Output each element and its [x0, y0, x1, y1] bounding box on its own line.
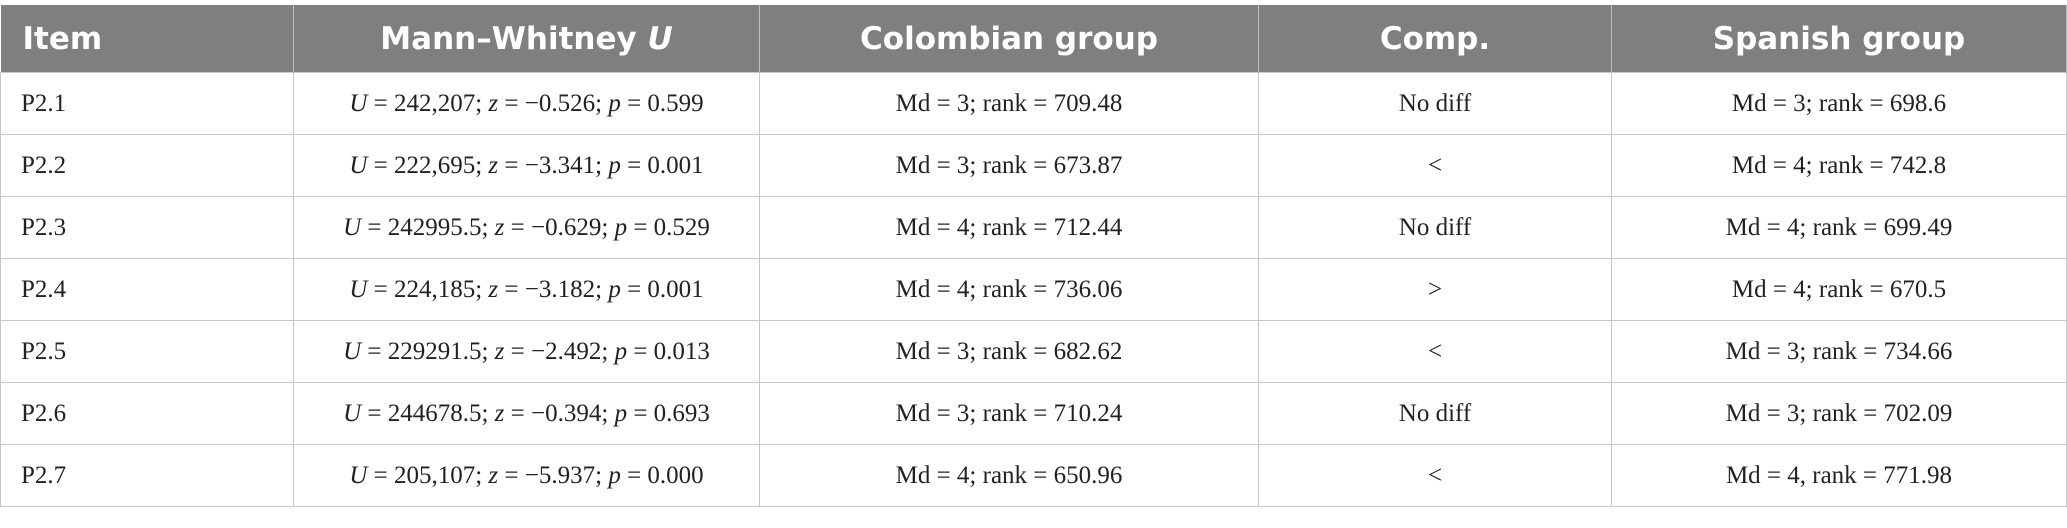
italic-symbol: z [488, 461, 499, 489]
column-header: Colombian group [759, 5, 1259, 73]
table-cell: < [1258, 444, 1612, 507]
table-cell: U = 244678.5; z = −0.394; p = 0.693 [293, 382, 760, 445]
table-cell: Md = 3; rank = 734.66 [1611, 320, 2067, 383]
table-cell: Md = 4; rank = 699.49 [1611, 196, 2067, 259]
table-cell: No diff [1258, 382, 1612, 445]
text-run: = 0.693 [627, 399, 710, 427]
table-cell: U = 205,107; z = −5.937; p = 0.000 [293, 444, 760, 507]
table-row: P2.5 U = 229291.5; z = −2.492; p = 0.013 M… [0, 320, 2067, 383]
text-run: = −0.629; [504, 213, 615, 241]
table-cell: P2.3 [0, 196, 294, 259]
table-row: P2.4 U = 224,185; z = −3.182; p = 0.001 Md… [0, 258, 2067, 321]
italic-symbol: p [608, 461, 621, 489]
table-cell: Md = 4, rank = 771.98 [1611, 444, 2067, 507]
italic-symbol: p [608, 89, 621, 117]
table-cell: P2.4 [0, 258, 294, 321]
table-cell: U = 242,207; z = −0.526; p = 0.599 [293, 72, 760, 135]
text-run: = 222,695; [367, 151, 489, 179]
text-run: = 242,207; [367, 89, 489, 117]
text-run: = 0.599 [620, 89, 704, 117]
table-cell: P2.7 [0, 444, 294, 507]
table-cell: P2.2 [0, 134, 294, 197]
text-run: = 0.001 [620, 151, 704, 179]
italic-symbol: U [343, 337, 362, 365]
italic-symbol: U [343, 213, 362, 241]
text-run: = −3.341; [498, 151, 609, 179]
italic-symbol: p [614, 213, 628, 241]
page: Item Mann–Whitney U Colombian group Comp. Sp… [0, 5, 2067, 528]
table-cell: Md = 3; rank = 682.62 [759, 320, 1259, 383]
text-run: = −0.526; [498, 89, 609, 117]
table-cell: P2.6 [0, 382, 294, 445]
table-cell: P2.5 [0, 320, 294, 383]
table-row: P2.6 U = 244678.5; z = −0.394; p = 0.693 M… [0, 382, 2067, 445]
italic-symbol: U [349, 461, 368, 489]
italic-symbol: z [494, 213, 505, 241]
table-cell: Md = 4; rank = 736.06 [759, 258, 1259, 321]
table-cell: U = 224,185; z = −3.182; p = 0.001 [293, 258, 760, 321]
table-cell: < [1258, 134, 1612, 197]
column-header: Spanish group [1611, 5, 2067, 73]
italic-symbol: p [608, 275, 621, 303]
table-cell: Md = 3; rank = 698.6 [1611, 72, 2067, 135]
header-row: Item Mann–Whitney U Colombian group Comp. Sp… [0, 5, 2067, 73]
table-cell: U = 229291.5; z = −2.492; p = 0.013 [293, 320, 760, 383]
table-cell: U = 222,695; z = −3.341; p = 0.001 [293, 134, 760, 197]
column-header: Item [0, 5, 294, 73]
italic-symbol: z [488, 89, 499, 117]
table-cell: Md = 4; rank = 670.5 [1611, 258, 2067, 321]
text-run: = −2.492; [504, 337, 615, 365]
italic-symbol: z [488, 275, 499, 303]
italic-symbol: z [488, 151, 499, 179]
text-run: = 229291.5; [361, 337, 495, 365]
text-run: Mann–Whitney [380, 20, 648, 57]
table-cell: U = 242995.5; z = −0.629; p = 0.529 [293, 196, 760, 259]
column-header: Mann–Whitney U [293, 5, 760, 73]
table-row: P2.3 U = 242995.5; z = −0.629; p = 0.529 M… [0, 196, 2067, 259]
table-cell: No diff [1258, 196, 1612, 259]
table-cell: Md = 3; rank = 709.48 [759, 72, 1259, 135]
results-table: Item Mann–Whitney U Colombian group Comp. Sp… [0, 5, 2067, 507]
text-run: = −3.182; [498, 275, 609, 303]
table-cell: P2.1 [0, 72, 294, 135]
table-cell: Md = 3; rank = 702.09 [1611, 382, 2067, 445]
text-run: = 244678.5; [361, 399, 495, 427]
text-run: = 224,185; [367, 275, 489, 303]
italic-symbol: z [494, 399, 505, 427]
italic-symbol: p [608, 151, 621, 179]
text-run: = 0.013 [627, 337, 710, 365]
table-cell: Md = 4; rank = 650.96 [759, 444, 1259, 507]
italic-symbol: U [349, 151, 368, 179]
table-cell: Md = 3; rank = 673.87 [759, 134, 1259, 197]
table-cell: No diff [1258, 72, 1612, 135]
text-run: = 0.000 [620, 461, 704, 489]
text-run: = 0.001 [620, 275, 704, 303]
text-run: = −5.937; [498, 461, 609, 489]
text-run: = 242995.5; [361, 213, 495, 241]
column-header: Comp. [1258, 5, 1612, 73]
table-cell: > [1258, 258, 1612, 321]
table-row: P2.7 U = 205,107; z = −5.937; p = 0.000 Md… [0, 444, 2067, 507]
table-cell: < [1258, 320, 1612, 383]
text-run: = −0.394; [504, 399, 615, 427]
table-cell: Md = 3; rank = 710.24 [759, 382, 1259, 445]
table-row: P2.2 U = 222,695; z = −3.341; p = 0.001 Md… [0, 134, 2067, 197]
italic-symbol: U [349, 89, 368, 117]
italic-symbol: U [647, 20, 673, 57]
text-run: = 0.529 [627, 213, 710, 241]
text-run: = 205,107; [367, 461, 489, 489]
italic-symbol: U [349, 275, 368, 303]
table-cell: Md = 4; rank = 712.44 [759, 196, 1259, 259]
table-row: P2.1 U = 242,207; z = −0.526; p = 0.599 Md… [0, 72, 2067, 135]
italic-symbol: p [614, 399, 628, 427]
table-body: P2.1 U = 242,207; z = −0.526; p = 0.599 Md… [0, 72, 2067, 507]
italic-symbol: U [343, 399, 362, 427]
italic-symbol: p [614, 337, 628, 365]
table-cell: Md = 4; rank = 742.8 [1611, 134, 2067, 197]
italic-symbol: z [494, 337, 505, 365]
